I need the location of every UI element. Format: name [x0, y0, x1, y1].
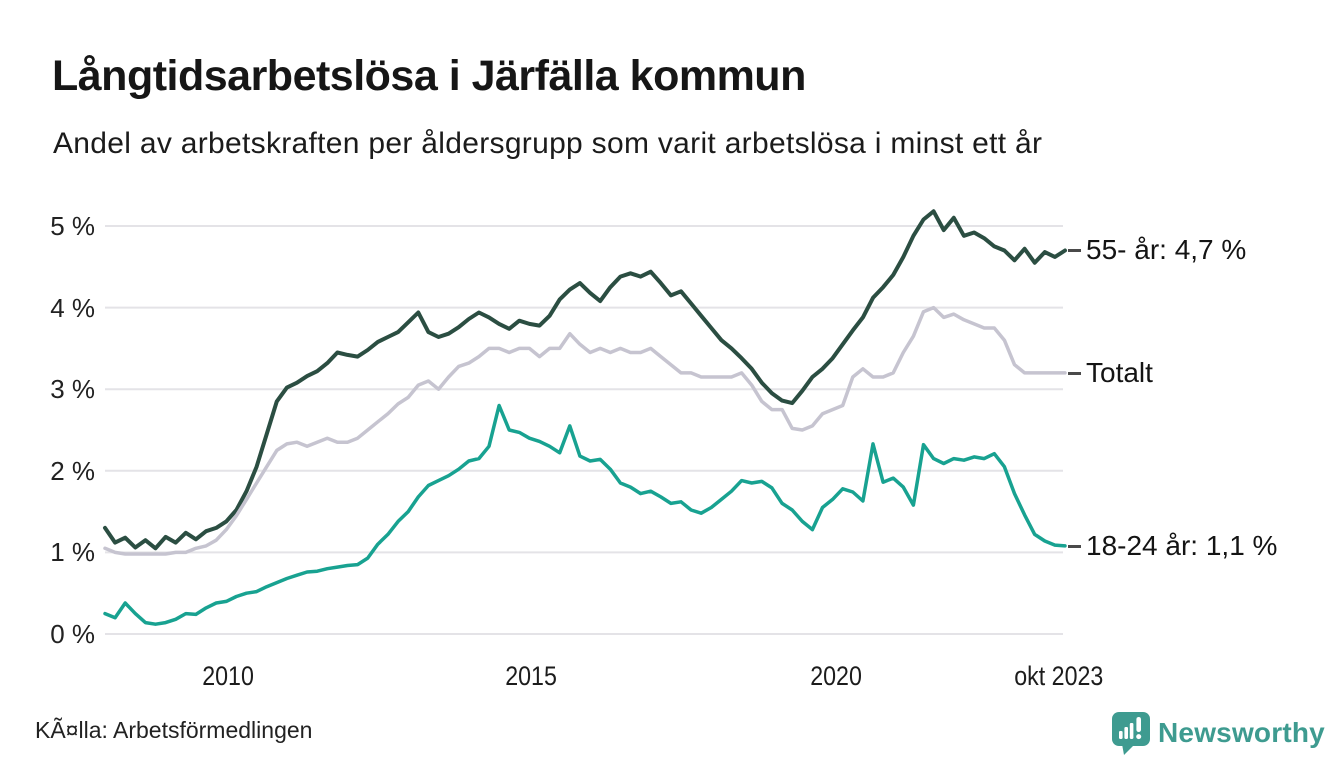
newsworthy-logo: Newsworthy: [1110, 710, 1340, 760]
speech-bubble-tail: [1122, 744, 1135, 755]
chart-subtitle: Andel av arbetskraften per åldersgrupp s…: [53, 127, 1043, 160]
source-note: KÃ¤lla: Arbetsförmedlingen: [35, 717, 313, 743]
y-axis-tick-0: 0 %: [50, 619, 95, 649]
x-axis-tick-okt-2023: okt 2023: [1014, 661, 1104, 691]
series-label-55-ar: 55- år: 4,7 %: [1068, 234, 1246, 265]
newsworthy-wordmark: Newsworthy: [1158, 717, 1325, 748]
exclamation-dot: [1136, 734, 1142, 740]
x-axis-tick-2010: 2010: [202, 661, 254, 691]
exclamation-bar: [1136, 717, 1141, 732]
series-label-18-24-ar: 18-24 år: 1,1 %: [1068, 530, 1277, 561]
newsworthy-logo-icon: [1112, 712, 1150, 755]
annotation-tick: [1068, 545, 1081, 548]
bar-chart-bar-2: [1124, 727, 1128, 739]
annotation-tick: [1068, 372, 1081, 375]
bar-chart-bar-1: [1119, 731, 1123, 739]
series-label-text: Totalt: [1086, 357, 1153, 388]
series-label-text: 18-24 år: 1,1 %: [1086, 530, 1278, 561]
y-axis-tick-3: 3 %: [50, 374, 95, 404]
series-label-totalt: Totalt: [1068, 357, 1153, 388]
y-axis-tick-4: 4 %: [50, 293, 95, 323]
series-label-text: 55- år: 4,7 %: [1086, 234, 1247, 265]
y-axis-tick-2: 2 %: [50, 456, 95, 486]
page-title: Långtidsarbetslösa i Järfälla kommun: [52, 52, 806, 100]
x-axis-tick-2020: 2020: [810, 661, 862, 691]
y-axis-tick-1: 1 %: [50, 537, 95, 567]
bar-chart-bar-3: [1129, 723, 1134, 739]
y-axis-tick-5: 5 %: [50, 211, 95, 241]
annotation-tick: [1068, 249, 1081, 252]
x-axis-tick-2015: 2015: [505, 661, 557, 691]
